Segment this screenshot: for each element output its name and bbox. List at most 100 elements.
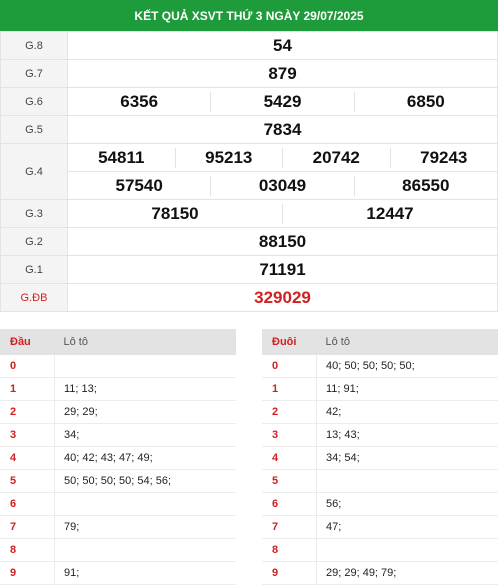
loto-values [55, 355, 237, 378]
loto-digit: 7 [0, 516, 55, 539]
prize-number: 6356 [68, 92, 210, 112]
prize-row-g5: G.5 7834 [1, 116, 498, 144]
prize-number: 12447 [282, 204, 497, 224]
prize-numbers: 57540 03049 86550 [68, 172, 498, 200]
loto-digit: 2 [0, 401, 55, 424]
loto-values [55, 493, 237, 516]
prize-label: G.ĐB [1, 284, 68, 312]
prize-number: 879 [68, 64, 497, 84]
prize-numbers: 6356 5429 6850 [68, 88, 498, 116]
prize-label: G.4 [1, 144, 68, 200]
loto-values: 91; [55, 562, 237, 585]
loto-values [317, 470, 498, 493]
loto-values: 11; 13; [55, 378, 237, 401]
prize-number: 03049 [210, 176, 353, 196]
loto-digit: 0 [262, 355, 317, 378]
loto-values: 40; 50; 50; 50; 50; [317, 355, 498, 378]
loto-digit: 1 [262, 378, 317, 401]
table-row: 5 [262, 470, 498, 493]
prize-label: G.5 [1, 116, 68, 144]
loto-digit: 4 [0, 447, 55, 470]
prize-number: 86550 [354, 176, 497, 196]
prize-numbers: 879 [68, 60, 498, 88]
prize-row-g4-b: 57540 03049 86550 [1, 172, 498, 200]
loto-values: 79; [55, 516, 237, 539]
loto-values: 34; 54; [317, 447, 498, 470]
loto-digit: 6 [0, 493, 55, 516]
results-table: G.8 54 G.7 879 G.6 6356 5429 6850 G.5 78… [0, 31, 498, 312]
prize-number: 57540 [68, 176, 210, 196]
prize-number: 20742 [282, 148, 390, 168]
loto-values: 29; 29; 49; 79; [317, 562, 498, 585]
loto-digit: 8 [262, 539, 317, 562]
prize-label: G.3 [1, 200, 68, 228]
loto-values: 29; 29; [55, 401, 237, 424]
loto-digit: 5 [262, 470, 317, 493]
loto-values: 47; [317, 516, 498, 539]
prize-number: 54811 [68, 148, 175, 168]
loto-values [317, 539, 498, 562]
prize-row-g8: G.8 54 [1, 32, 498, 60]
prize-row-special: G.ĐB 329029 [1, 284, 498, 312]
prize-label: G.1 [1, 256, 68, 284]
loto-digit: 0 [0, 355, 55, 378]
prize-row-g2: G.2 88150 [1, 228, 498, 256]
loto-digit: 4 [262, 447, 317, 470]
prize-label: G.6 [1, 88, 68, 116]
prize-label: G.8 [1, 32, 68, 60]
loto-digit: 6 [262, 493, 317, 516]
results-title: KẾT QUẢ XSVT THỨ 3 NGÀY 29/07/2025 [0, 0, 498, 31]
prize-number: 78150 [68, 204, 282, 224]
prize-row-g4-a: G.4 54811 95213 20742 79243 [1, 144, 498, 172]
prize-number: 6850 [354, 92, 497, 112]
loto-values [55, 539, 237, 562]
prize-number: 79243 [390, 148, 498, 168]
loto-digit: 1 [0, 378, 55, 401]
loto-digit: 9 [0, 562, 55, 585]
prize-numbers: 88150 [68, 228, 498, 256]
prize-row-g7: G.7 879 [1, 60, 498, 88]
prize-row-g6: G.6 6356 5429 6850 [1, 88, 498, 116]
loto-values: 11; 91; [317, 378, 498, 401]
prize-numbers: 78150 12447 [68, 200, 498, 228]
loto-values: 56; [317, 493, 498, 516]
prize-number: 54 [68, 36, 497, 56]
loto-values: 34; [55, 424, 237, 447]
loto-digit: 9 [262, 562, 317, 585]
prize-numbers: 54 [68, 32, 498, 60]
prize-number: 88150 [68, 232, 497, 252]
prize-number: 7834 [68, 120, 497, 140]
table-row: 0 [0, 355, 236, 378]
prize-row-g3: G.3 78150 12447 [1, 200, 498, 228]
loto-digit: 3 [0, 424, 55, 447]
prize-label: G.2 [1, 228, 68, 256]
loto-digit: 3 [262, 424, 317, 447]
loto-digit: 8 [0, 539, 55, 562]
loto-values: 50; 50; 50; 50; 54; 56; [55, 470, 237, 493]
loto-values: 40; 42; 43; 47; 49; [55, 447, 237, 470]
loto-digit: 5 [0, 470, 55, 493]
column-header: Lô tô [55, 329, 237, 355]
prize-numbers: 329029 [68, 284, 498, 312]
prize-numbers: 54811 95213 20742 79243 [68, 144, 498, 172]
prize-label: G.7 [1, 60, 68, 88]
table-row: 6 [0, 493, 236, 516]
loto-digit: 2 [262, 401, 317, 424]
